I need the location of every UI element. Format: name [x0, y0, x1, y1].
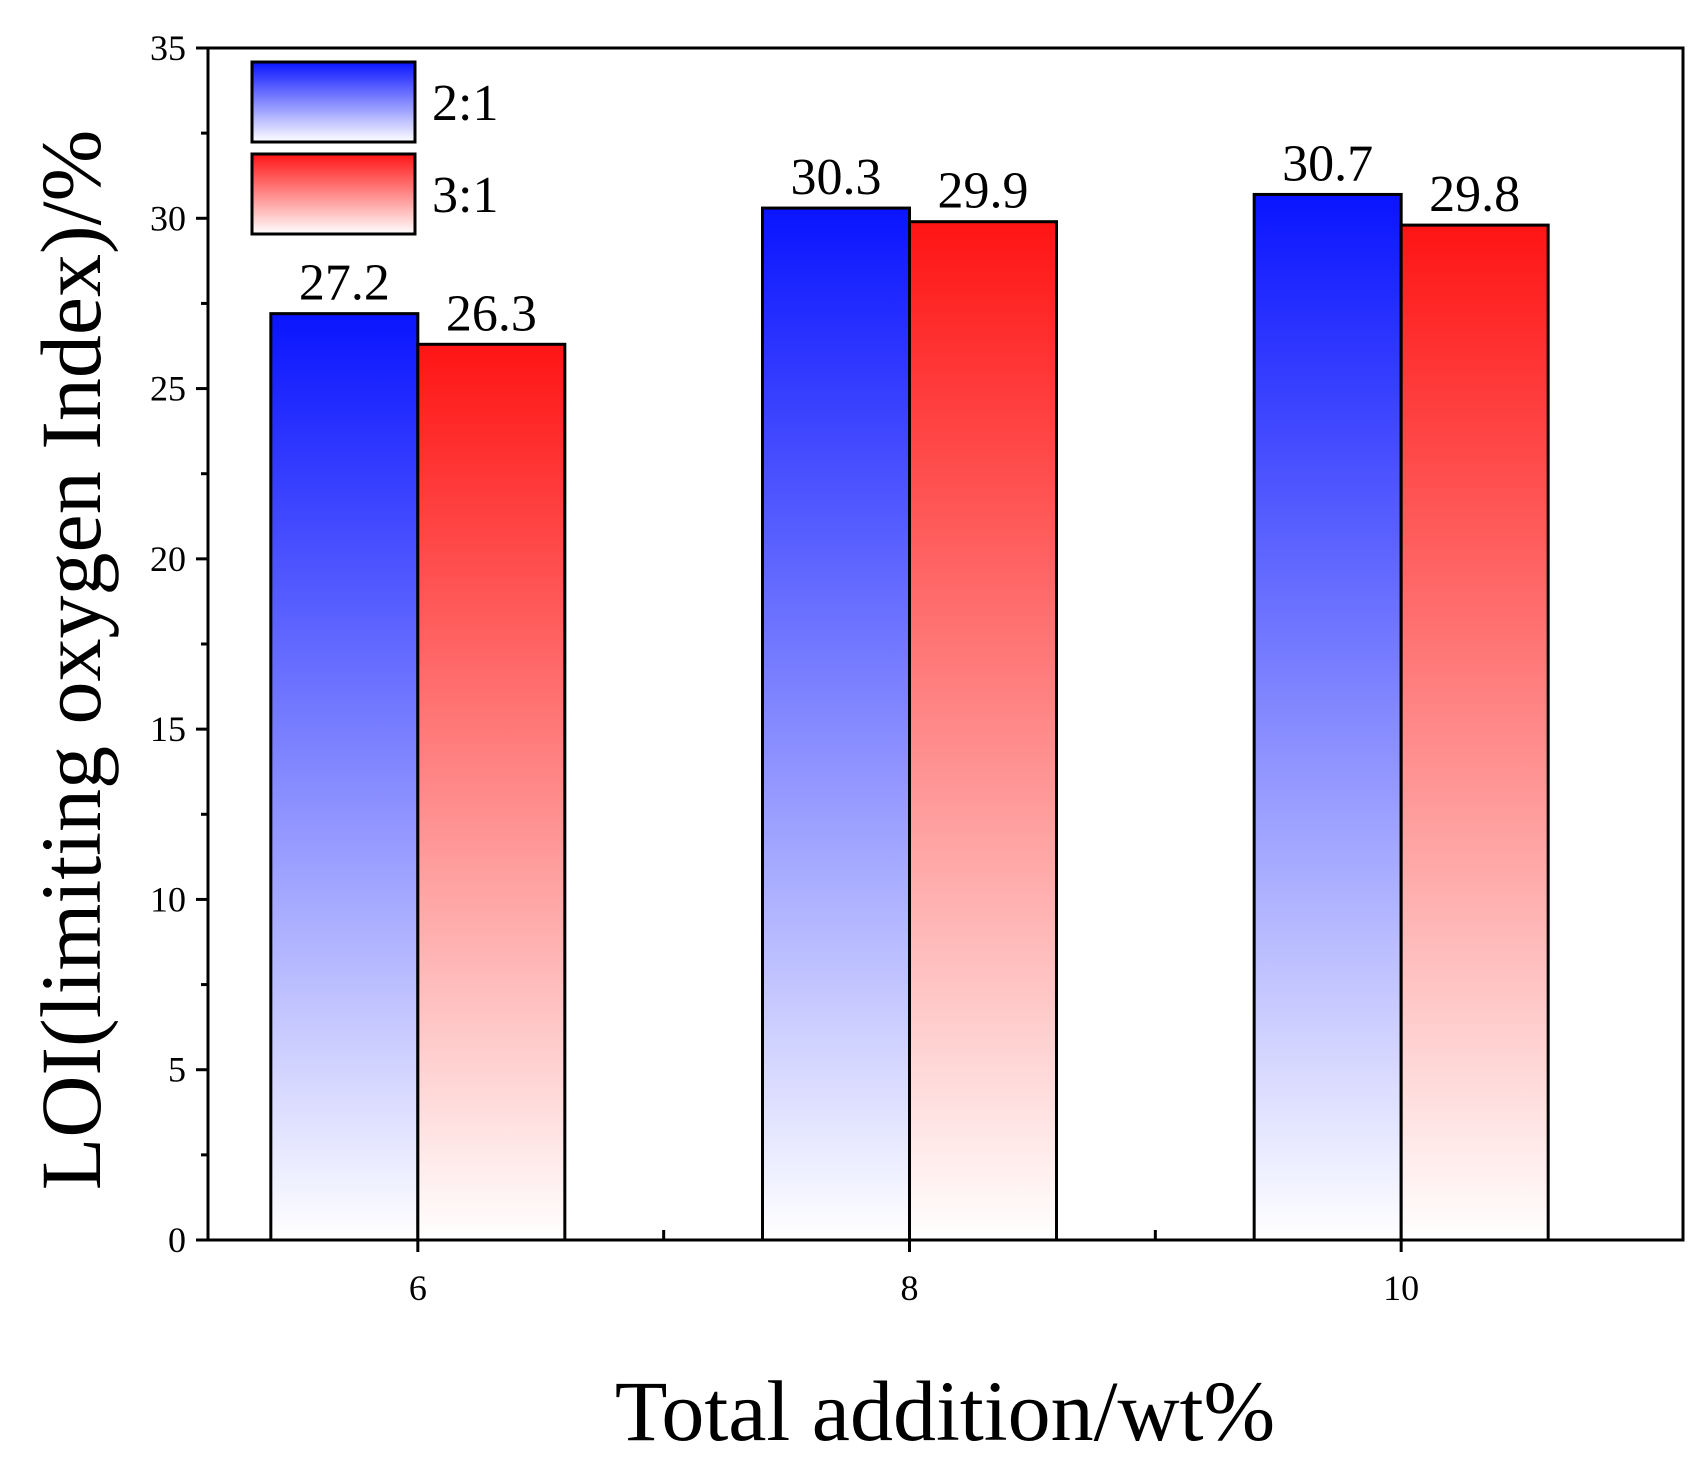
- y-tick-label-0: 0: [168, 1220, 186, 1260]
- y-tick-label-15: 15: [150, 709, 186, 749]
- data-label-2-1-6: 27.2: [299, 255, 390, 312]
- y-tick-label-30: 30: [150, 198, 186, 238]
- y-tick-label-5: 5: [168, 1050, 186, 1090]
- x-tick-label-10: 10: [1383, 1268, 1419, 1308]
- data-label-3-1-8: 29.9: [938, 163, 1029, 220]
- legend-swatch: [250, 152, 417, 236]
- legend-item-2-1: 2:1: [250, 60, 498, 144]
- axes-layer: 0 5 10 15 20 25 30 35 6 8 10: [150, 28, 1685, 1308]
- bar-2-1-8: [761, 206, 911, 1242]
- x-tick-label-8: 8: [901, 1268, 919, 1308]
- y-tick-label-25: 25: [150, 369, 186, 409]
- legend-label: 3:1: [432, 167, 498, 224]
- x-axis-title: Total addition/wt%: [615, 1363, 1275, 1459]
- data-label-3-1-6: 26.3: [446, 285, 537, 342]
- y-tick-label-20: 20: [150, 539, 186, 579]
- bar-2-1-10: [1252, 192, 1403, 1242]
- y-tick-label-35: 35: [150, 28, 186, 68]
- bar-3-1-10: [1399, 223, 1550, 1242]
- bar-3-1-8: [908, 220, 1058, 1242]
- legend-swatch: [250, 60, 417, 144]
- data-label-3-1-10: 29.8: [1429, 166, 1520, 223]
- y-axis-title: LOI(limiting oxygen Index)/%: [23, 130, 119, 1190]
- legend-label: 2:1: [432, 75, 498, 132]
- data-label-2-1-8: 30.3: [791, 149, 882, 206]
- data-labels-layer: 27.2 26.3 30.3 29.9 30.7 29.8: [299, 135, 1520, 342]
- data-label-2-1-10: 30.7: [1282, 135, 1373, 192]
- legend-item-3-1: 3:1: [250, 152, 498, 236]
- bars-layer: [269, 192, 1550, 1242]
- y-tick-label-10: 10: [150, 879, 186, 919]
- legend: 2:1 3:1: [250, 60, 498, 236]
- bar-2-1-6: [269, 312, 420, 1242]
- x-tick-label-6: 6: [409, 1268, 427, 1308]
- bar-3-1-6: [416, 342, 567, 1242]
